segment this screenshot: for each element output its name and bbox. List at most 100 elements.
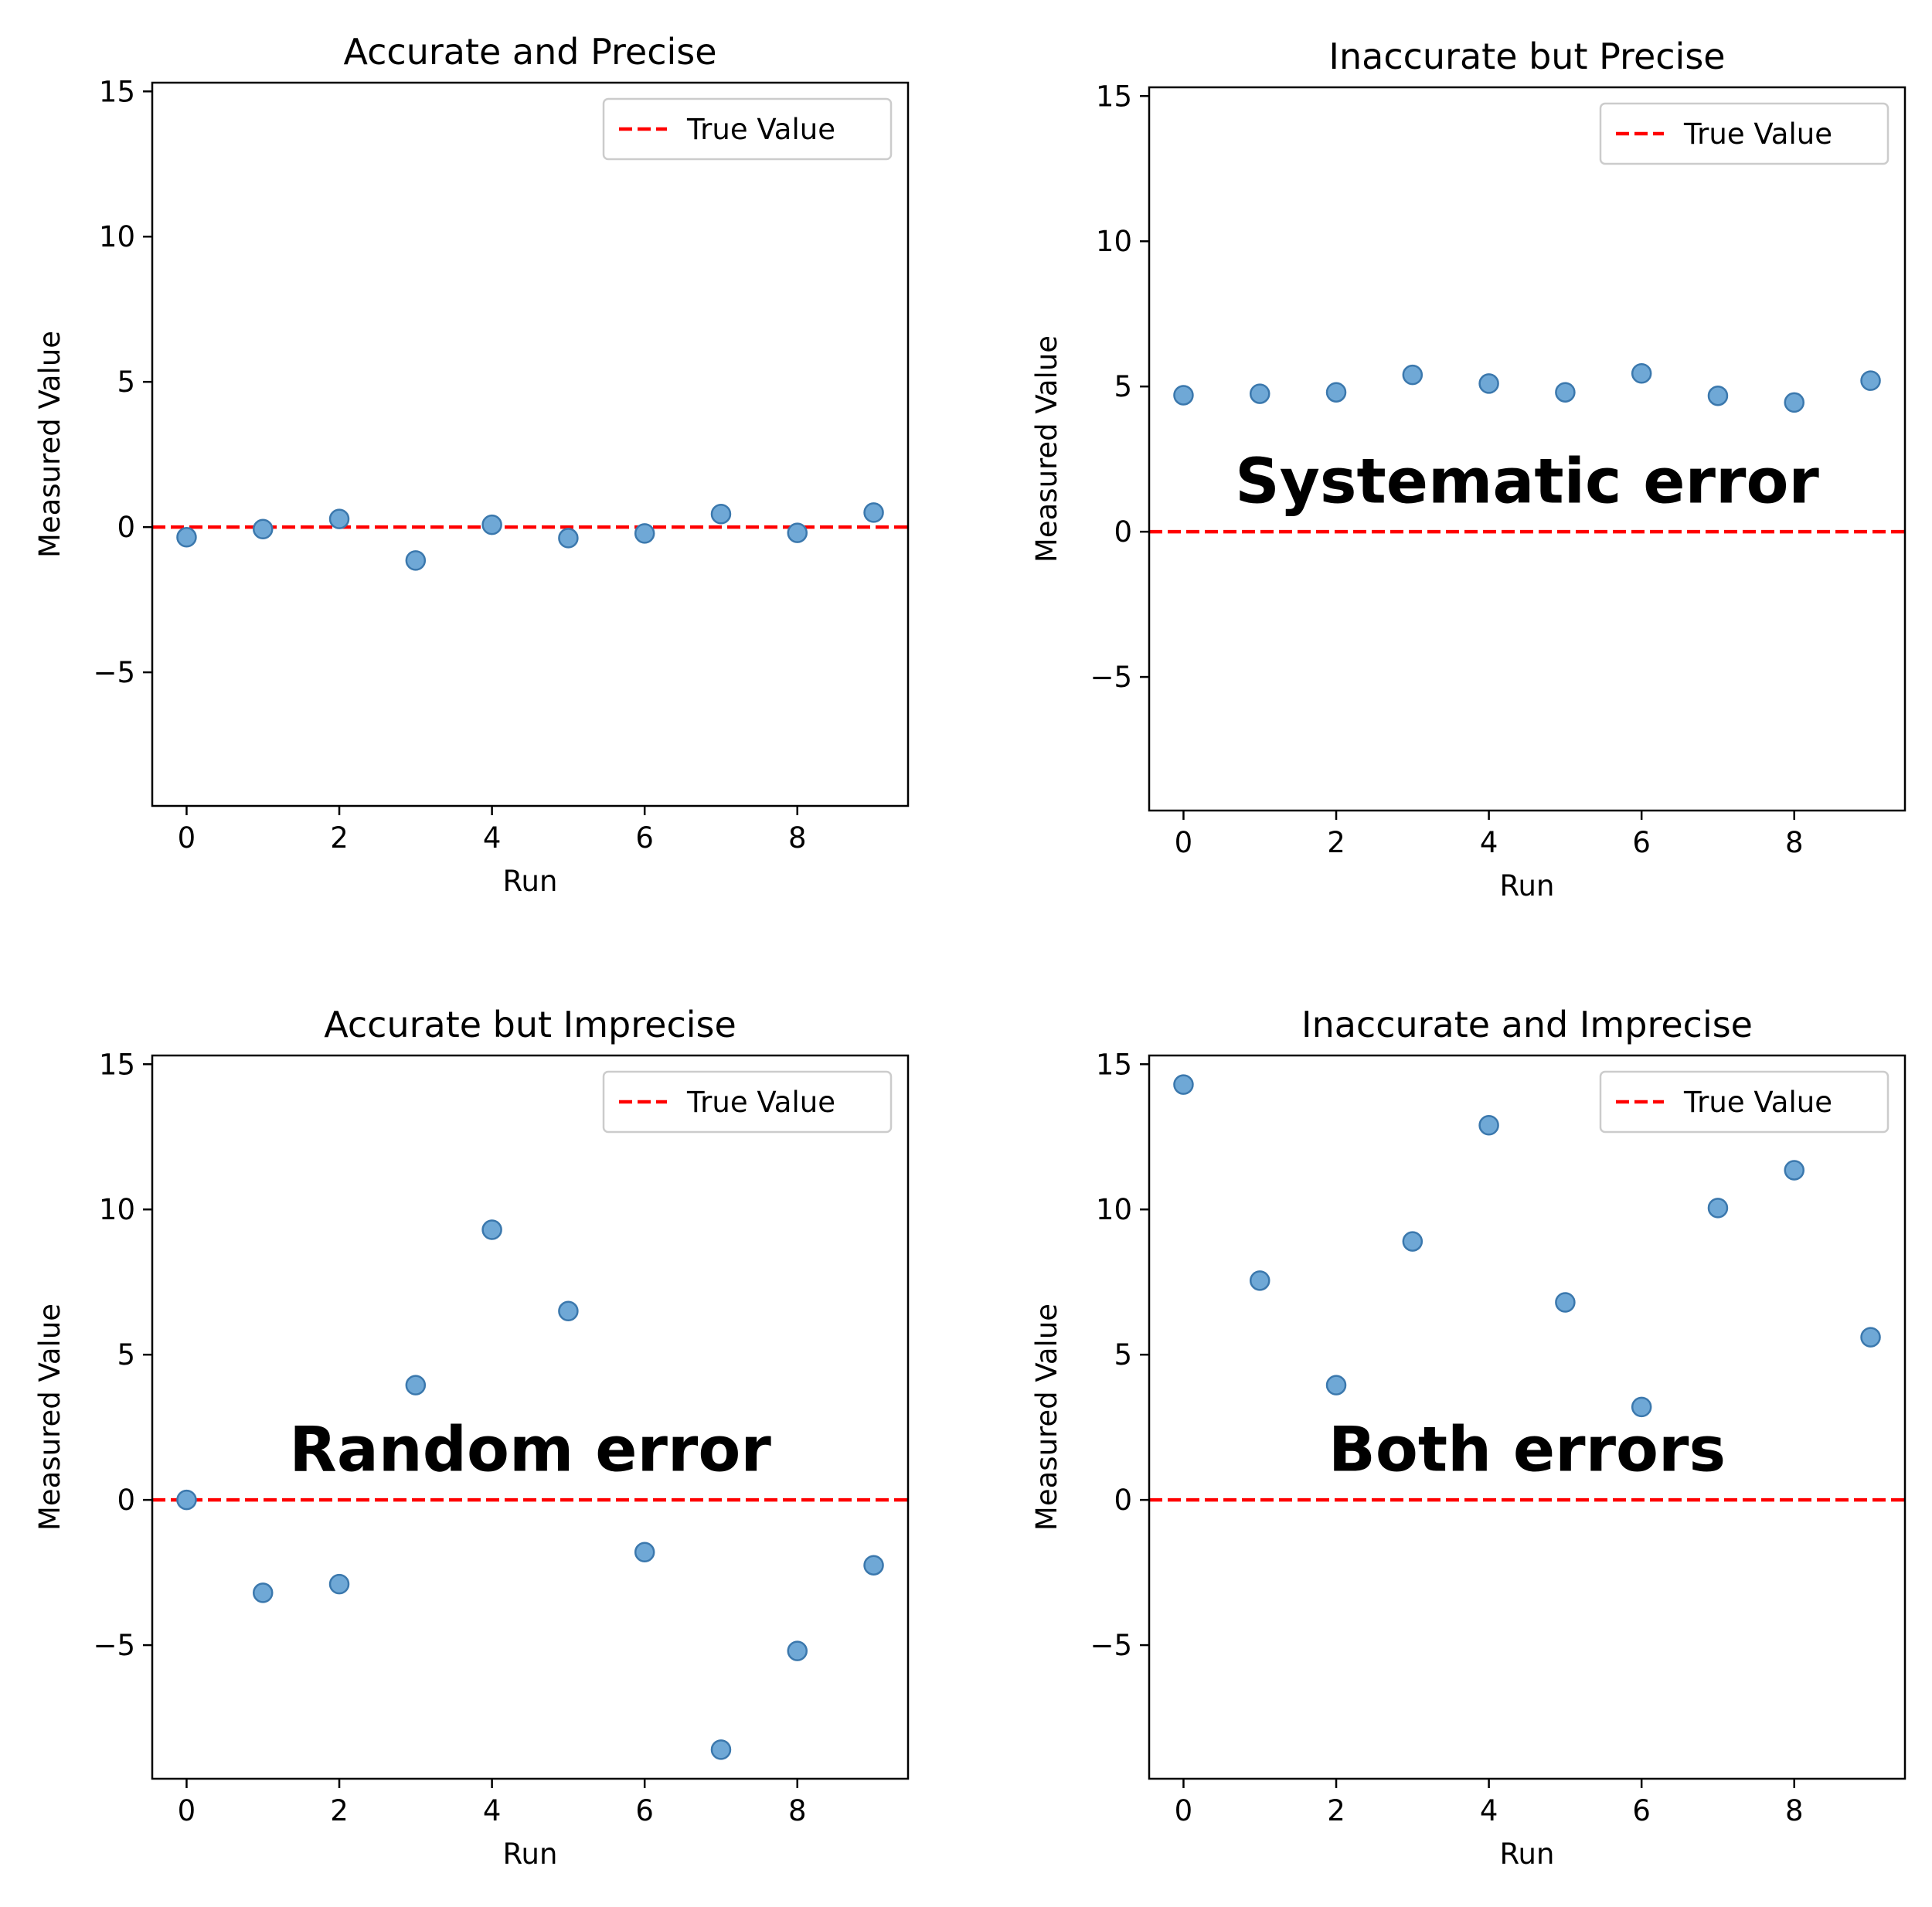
x-tick-label: 2 [1327, 826, 1345, 859]
x-tick-label: 2 [1327, 1794, 1345, 1827]
data-point [1784, 1160, 1805, 1181]
y-tick-label: 0 [117, 1484, 135, 1517]
panel-title: Inaccurate and Imprecise [1301, 1004, 1753, 1045]
x-axis-label: Run [1500, 1837, 1555, 1871]
panel-title: Inaccurate but Precise [1328, 36, 1725, 77]
y-axis-label: Measured Value [1030, 1304, 1063, 1531]
data-point [328, 508, 350, 529]
legend-label: True Value [686, 113, 835, 146]
x-tick-label: 2 [330, 1794, 349, 1827]
legend-box [1599, 1070, 1889, 1134]
error-annotation: Both errors [1328, 1414, 1726, 1486]
data-point [1707, 1198, 1729, 1219]
y-tick-label: 15 [1096, 1048, 1132, 1081]
data-point [1860, 1327, 1881, 1348]
y-tick-label: −5 [1090, 1629, 1132, 1662]
data-point [481, 1219, 502, 1240]
data-point [787, 522, 808, 543]
plot-frame [151, 81, 910, 807]
data-point [1784, 392, 1805, 413]
data-point [1478, 373, 1499, 394]
data-point [1249, 383, 1270, 404]
x-tick-label: 6 [1632, 826, 1651, 859]
data-point [787, 1640, 808, 1661]
x-tick-label: 0 [178, 821, 196, 855]
y-tick-label: 0 [1114, 1484, 1132, 1517]
data-point [176, 1489, 197, 1511]
error-annotation: Systematic error [1235, 446, 1819, 518]
data-point [405, 1375, 427, 1395]
data-point [1402, 364, 1423, 386]
x-tick-label: 6 [635, 1794, 654, 1827]
data-point [558, 528, 579, 549]
y-tick-label: −5 [93, 1629, 135, 1662]
data-point [1325, 382, 1347, 403]
y-tick-label: 0 [1114, 515, 1132, 549]
data-point [634, 1542, 655, 1563]
data-point [328, 1573, 350, 1595]
x-tick-label: 4 [1480, 826, 1498, 859]
y-tick-label: 10 [99, 220, 135, 253]
data-point [1860, 370, 1881, 391]
y-tick-label: −5 [1090, 661, 1132, 694]
data-point [1555, 382, 1576, 403]
data-point [710, 503, 732, 525]
x-tick-label: 4 [483, 1794, 502, 1827]
y-axis-label: Measured Value [1030, 335, 1063, 563]
y-tick-label: 5 [117, 365, 135, 399]
legend-label: True Value [686, 1086, 835, 1119]
y-axis-label: Measured Value [33, 1304, 66, 1531]
data-point [1631, 363, 1652, 384]
legend-label: True Value [1683, 117, 1832, 151]
data-point [634, 523, 655, 544]
data-point [252, 518, 274, 540]
legend-box [1599, 102, 1889, 165]
y-tick-label: 5 [1114, 1338, 1132, 1372]
x-tick-label: 8 [788, 821, 807, 855]
data-point [1173, 1074, 1194, 1095]
plot-frame [1148, 1054, 1906, 1780]
data-point [558, 1300, 579, 1322]
data-point [1249, 1270, 1270, 1291]
x-tick-label: 0 [178, 1794, 196, 1827]
panel-4: Inaccurate and Imprecise 0 2 4 6 8 −5 0 5 10 15 Run… [1030, 1004, 1906, 1871]
panel-title: Accurate but Imprecise [324, 1004, 736, 1045]
data-point [1555, 1292, 1576, 1313]
data-point [1173, 385, 1194, 406]
y-tick-label: −5 [93, 656, 135, 689]
x-tick-label: 8 [1785, 826, 1804, 859]
legend: True Value [1599, 1070, 1889, 1134]
y-tick-label: 15 [1096, 80, 1132, 113]
data-point [710, 1739, 732, 1760]
y-tick-label: 5 [117, 1338, 135, 1372]
data-point [1631, 1396, 1652, 1418]
legend: True Value [602, 1070, 893, 1134]
plot-frame [1148, 86, 1906, 812]
x-tick-label: 0 [1175, 1794, 1193, 1827]
x-tick-label: 4 [483, 821, 502, 855]
data-point [1325, 1375, 1347, 1395]
x-tick-label: 4 [1480, 1794, 1498, 1827]
x-tick-label: 8 [788, 1794, 807, 1827]
y-axis-label: Measured Value [33, 331, 66, 558]
y-tick-label: 15 [99, 75, 135, 108]
data-point [252, 1582, 274, 1603]
data-point [1478, 1114, 1499, 1136]
y-tick-label: 5 [1114, 370, 1132, 403]
error-annotation: Random error [289, 1414, 771, 1486]
x-tick-label: 6 [635, 821, 654, 855]
y-tick-label: 0 [117, 511, 135, 544]
y-tick-label: 10 [1096, 225, 1132, 258]
data-point [1707, 385, 1729, 406]
plot-frame [151, 1054, 910, 1780]
panel-2: Inaccurate but Precise 0 2 4 6 8 −5 0 5 10 15 Run Me… [1030, 36, 1906, 903]
panel-title: Accurate and Precise [343, 31, 716, 73]
x-tick-label: 8 [1785, 1794, 1804, 1827]
y-tick-label: 10 [1096, 1193, 1132, 1226]
data-point [863, 1555, 884, 1576]
data-point [405, 550, 427, 571]
legend: True Value [1599, 102, 1889, 165]
legend-box [602, 1070, 893, 1134]
x-tick-label: 0 [1175, 826, 1193, 859]
legend: True Value [602, 97, 893, 161]
